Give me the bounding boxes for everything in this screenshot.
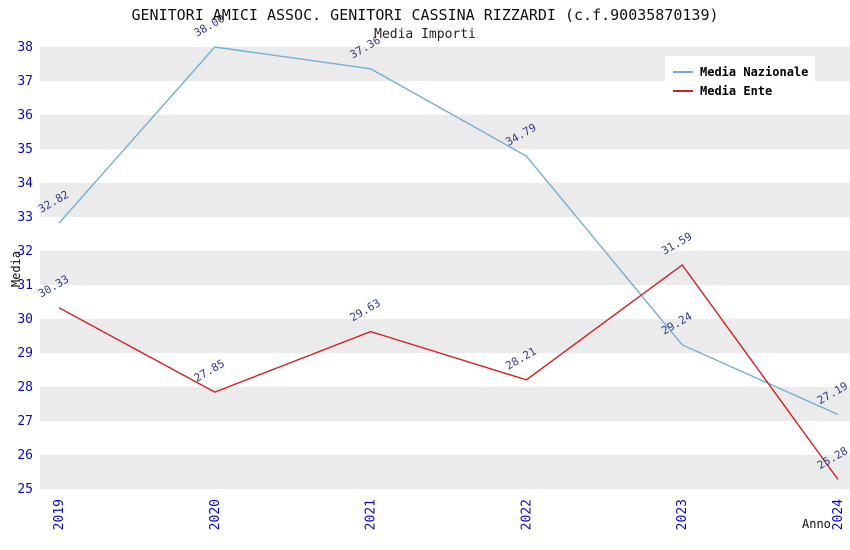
svg-text:2024: 2024 (831, 499, 846, 530)
svg-text:36: 36 (17, 108, 33, 123)
svg-text:27: 27 (17, 414, 33, 429)
svg-text:25: 25 (17, 482, 33, 497)
svg-text:2021: 2021 (364, 499, 379, 530)
svg-text:30: 30 (17, 312, 33, 327)
svg-text:33: 33 (17, 210, 33, 225)
legend-item-media-ente: Media Ente (673, 81, 807, 100)
svg-text:2019: 2019 (52, 499, 67, 530)
svg-text:26: 26 (17, 448, 33, 463)
svg-text:38: 38 (17, 40, 33, 55)
svg-text:35: 35 (17, 142, 33, 157)
legend-line-icon-ente (673, 89, 693, 92)
svg-text:29: 29 (17, 346, 33, 361)
svg-text:34: 34 (17, 176, 33, 191)
svg-text:37: 37 (17, 74, 33, 89)
legend-line-icon-nazionale (673, 70, 693, 73)
legend-label: Media Nazionale (700, 64, 809, 79)
svg-text:2020: 2020 (208, 499, 223, 530)
legend: Media Nazionale Media Ente (665, 56, 815, 106)
legend-item-media-nazionale: Media Nazionale (673, 62, 809, 81)
svg-text:32: 32 (17, 244, 33, 259)
y-axis-label: Media (9, 250, 23, 288)
svg-text:31: 31 (17, 278, 33, 293)
legend-label: Media Ente (700, 83, 773, 98)
svg-text:28: 28 (17, 380, 33, 395)
svg-text:2023: 2023 (675, 499, 690, 530)
x-axis-label: Anno (802, 517, 831, 531)
page-title: GENITORI AMICI ASSOC. GENITORI CASSINA R… (131, 6, 719, 24)
svg-text:2022: 2022 (519, 499, 534, 530)
chart-subtitle: Media Importi (374, 27, 476, 42)
